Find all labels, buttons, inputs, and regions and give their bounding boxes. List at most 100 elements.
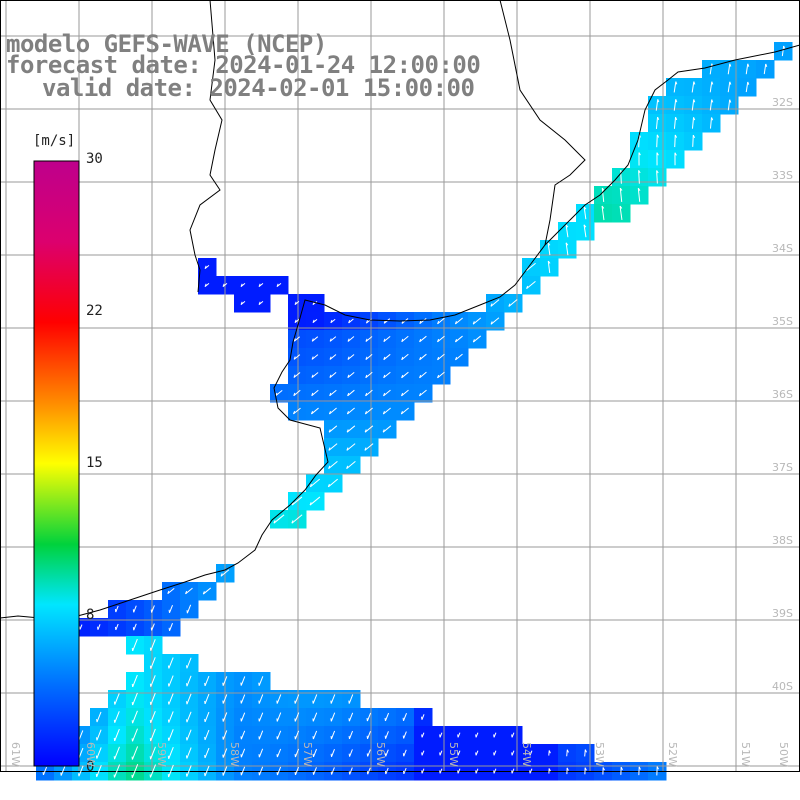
- wind-arrow-head: [401, 374, 404, 378]
- wind-arrow: [78, 747, 84, 759]
- wind-arrow: [294, 694, 300, 704]
- wind-arrow: [204, 729, 210, 741]
- wind-arrow: [186, 675, 192, 687]
- wind-arrow: [186, 604, 192, 614]
- wind-arrow: [133, 605, 137, 613]
- wind-arrow-head: [729, 99, 732, 103]
- wind-arrow: [309, 496, 321, 506]
- wind-arrow: [150, 639, 156, 651]
- colorbar-tick-22: 22: [86, 303, 103, 319]
- wind-arrow: [168, 764, 174, 778]
- lat-label: 33S: [772, 169, 793, 182]
- wind-arrow: [385, 749, 389, 757]
- coastline: [0, 0, 800, 619]
- wind-arrow-head: [783, 45, 786, 49]
- wind-arrow: [347, 407, 355, 415]
- wind-arrow: [276, 730, 282, 740]
- wind-arrow: [565, 242, 569, 256]
- wind-arrow: [472, 335, 482, 343]
- wind-arrow-head: [346, 411, 349, 415]
- wind-arrow: [222, 694, 228, 704]
- wind-arrow-head: [638, 170, 641, 174]
- wind-arrow-head: [347, 392, 350, 396]
- wind-arrow-head: [364, 447, 367, 451]
- wind-arrow-head: [294, 301, 297, 305]
- wind-arrow-head: [548, 750, 551, 754]
- wind-arrow: [619, 188, 623, 202]
- wind-arrow-head: [765, 63, 768, 67]
- wind-arrow: [346, 425, 356, 433]
- wind-arrow: [437, 353, 445, 361]
- wind-arrow: [691, 99, 695, 111]
- wind-arrow-head: [382, 411, 385, 415]
- wind-arrow: [276, 712, 282, 722]
- wind-arrow: [291, 496, 303, 506]
- wind-arrow: [637, 188, 641, 202]
- wind-arrow-head: [547, 260, 551, 264]
- wind-arrow-head: [347, 374, 350, 378]
- wind-arrow: [347, 389, 355, 397]
- wind-arrow: [132, 638, 138, 652]
- wind-arrow: [222, 766, 228, 776]
- wind-arrow-head: [293, 374, 296, 378]
- wind-arrow-head: [583, 206, 587, 210]
- wind-arrow-head: [675, 116, 678, 121]
- wind-arrow-head: [566, 749, 569, 753]
- wind-arrow: [78, 730, 84, 740]
- wind-arrow-head: [258, 301, 261, 305]
- wind-arrow-head: [419, 356, 422, 361]
- wind-arrow: [275, 389, 283, 397]
- wind-arrow-head: [693, 117, 696, 121]
- wind-arrow-head: [437, 356, 440, 361]
- wind-arrow: [169, 604, 173, 614]
- wind-arrow-head: [347, 356, 350, 360]
- wind-arrow: [383, 335, 391, 343]
- wind-arrow-head: [472, 321, 475, 325]
- wind-arrow-head: [365, 320, 368, 324]
- wind-arrow-head: [311, 356, 314, 360]
- wind-arrow-head: [419, 338, 422, 342]
- lat-label: 32S: [772, 96, 793, 109]
- lat-label: 37S: [772, 461, 793, 474]
- wind-arrow: [220, 569, 230, 577]
- wind-arrow-head: [329, 374, 332, 378]
- border-line: [189, 0, 223, 293]
- wind-arrow-head: [601, 187, 605, 191]
- wind-arrow-head: [675, 99, 678, 103]
- wind-arrow: [673, 81, 677, 93]
- wind-arrow: [455, 353, 463, 361]
- wind-arrow: [745, 81, 749, 93]
- wind-arrow: [169, 623, 173, 631]
- wind-arrow: [364, 425, 374, 433]
- wind-arrow-head: [674, 134, 678, 138]
- wind-arrow-head: [328, 410, 331, 415]
- wind-arrow-head: [657, 99, 660, 103]
- wind-arrow: [276, 694, 282, 704]
- wind-arrows: [42, 45, 786, 779]
- wind-arrow: [150, 675, 156, 687]
- wind-arrow: [691, 81, 695, 93]
- lat-label: 35S: [772, 315, 793, 328]
- wind-arrow-head: [584, 767, 587, 771]
- wind-arrow: [222, 712, 228, 722]
- wind-arrow-head: [547, 242, 551, 246]
- wind-arrow-head: [383, 356, 386, 360]
- wind-arrow-head: [401, 356, 404, 360]
- wind-arrow: [293, 372, 301, 378]
- wind-arrow-head: [437, 320, 440, 325]
- wind-arrow: [419, 317, 427, 325]
- wind-arrow-head: [454, 321, 457, 325]
- wind-arrow-head: [204, 265, 207, 269]
- wind-arrow-head: [747, 81, 750, 85]
- wind-arrow: [584, 749, 586, 757]
- wind-arrow-head: [347, 338, 350, 342]
- wind-arrow: [472, 317, 482, 325]
- wind-arrow-head: [711, 117, 714, 121]
- wind-arrow-head: [490, 303, 493, 307]
- wind-arrow: [240, 748, 246, 758]
- wind-arrow: [294, 766, 300, 776]
- wind-arrow: [709, 99, 713, 111]
- wind-arrow: [601, 205, 605, 221]
- wind-arrow: [150, 657, 156, 669]
